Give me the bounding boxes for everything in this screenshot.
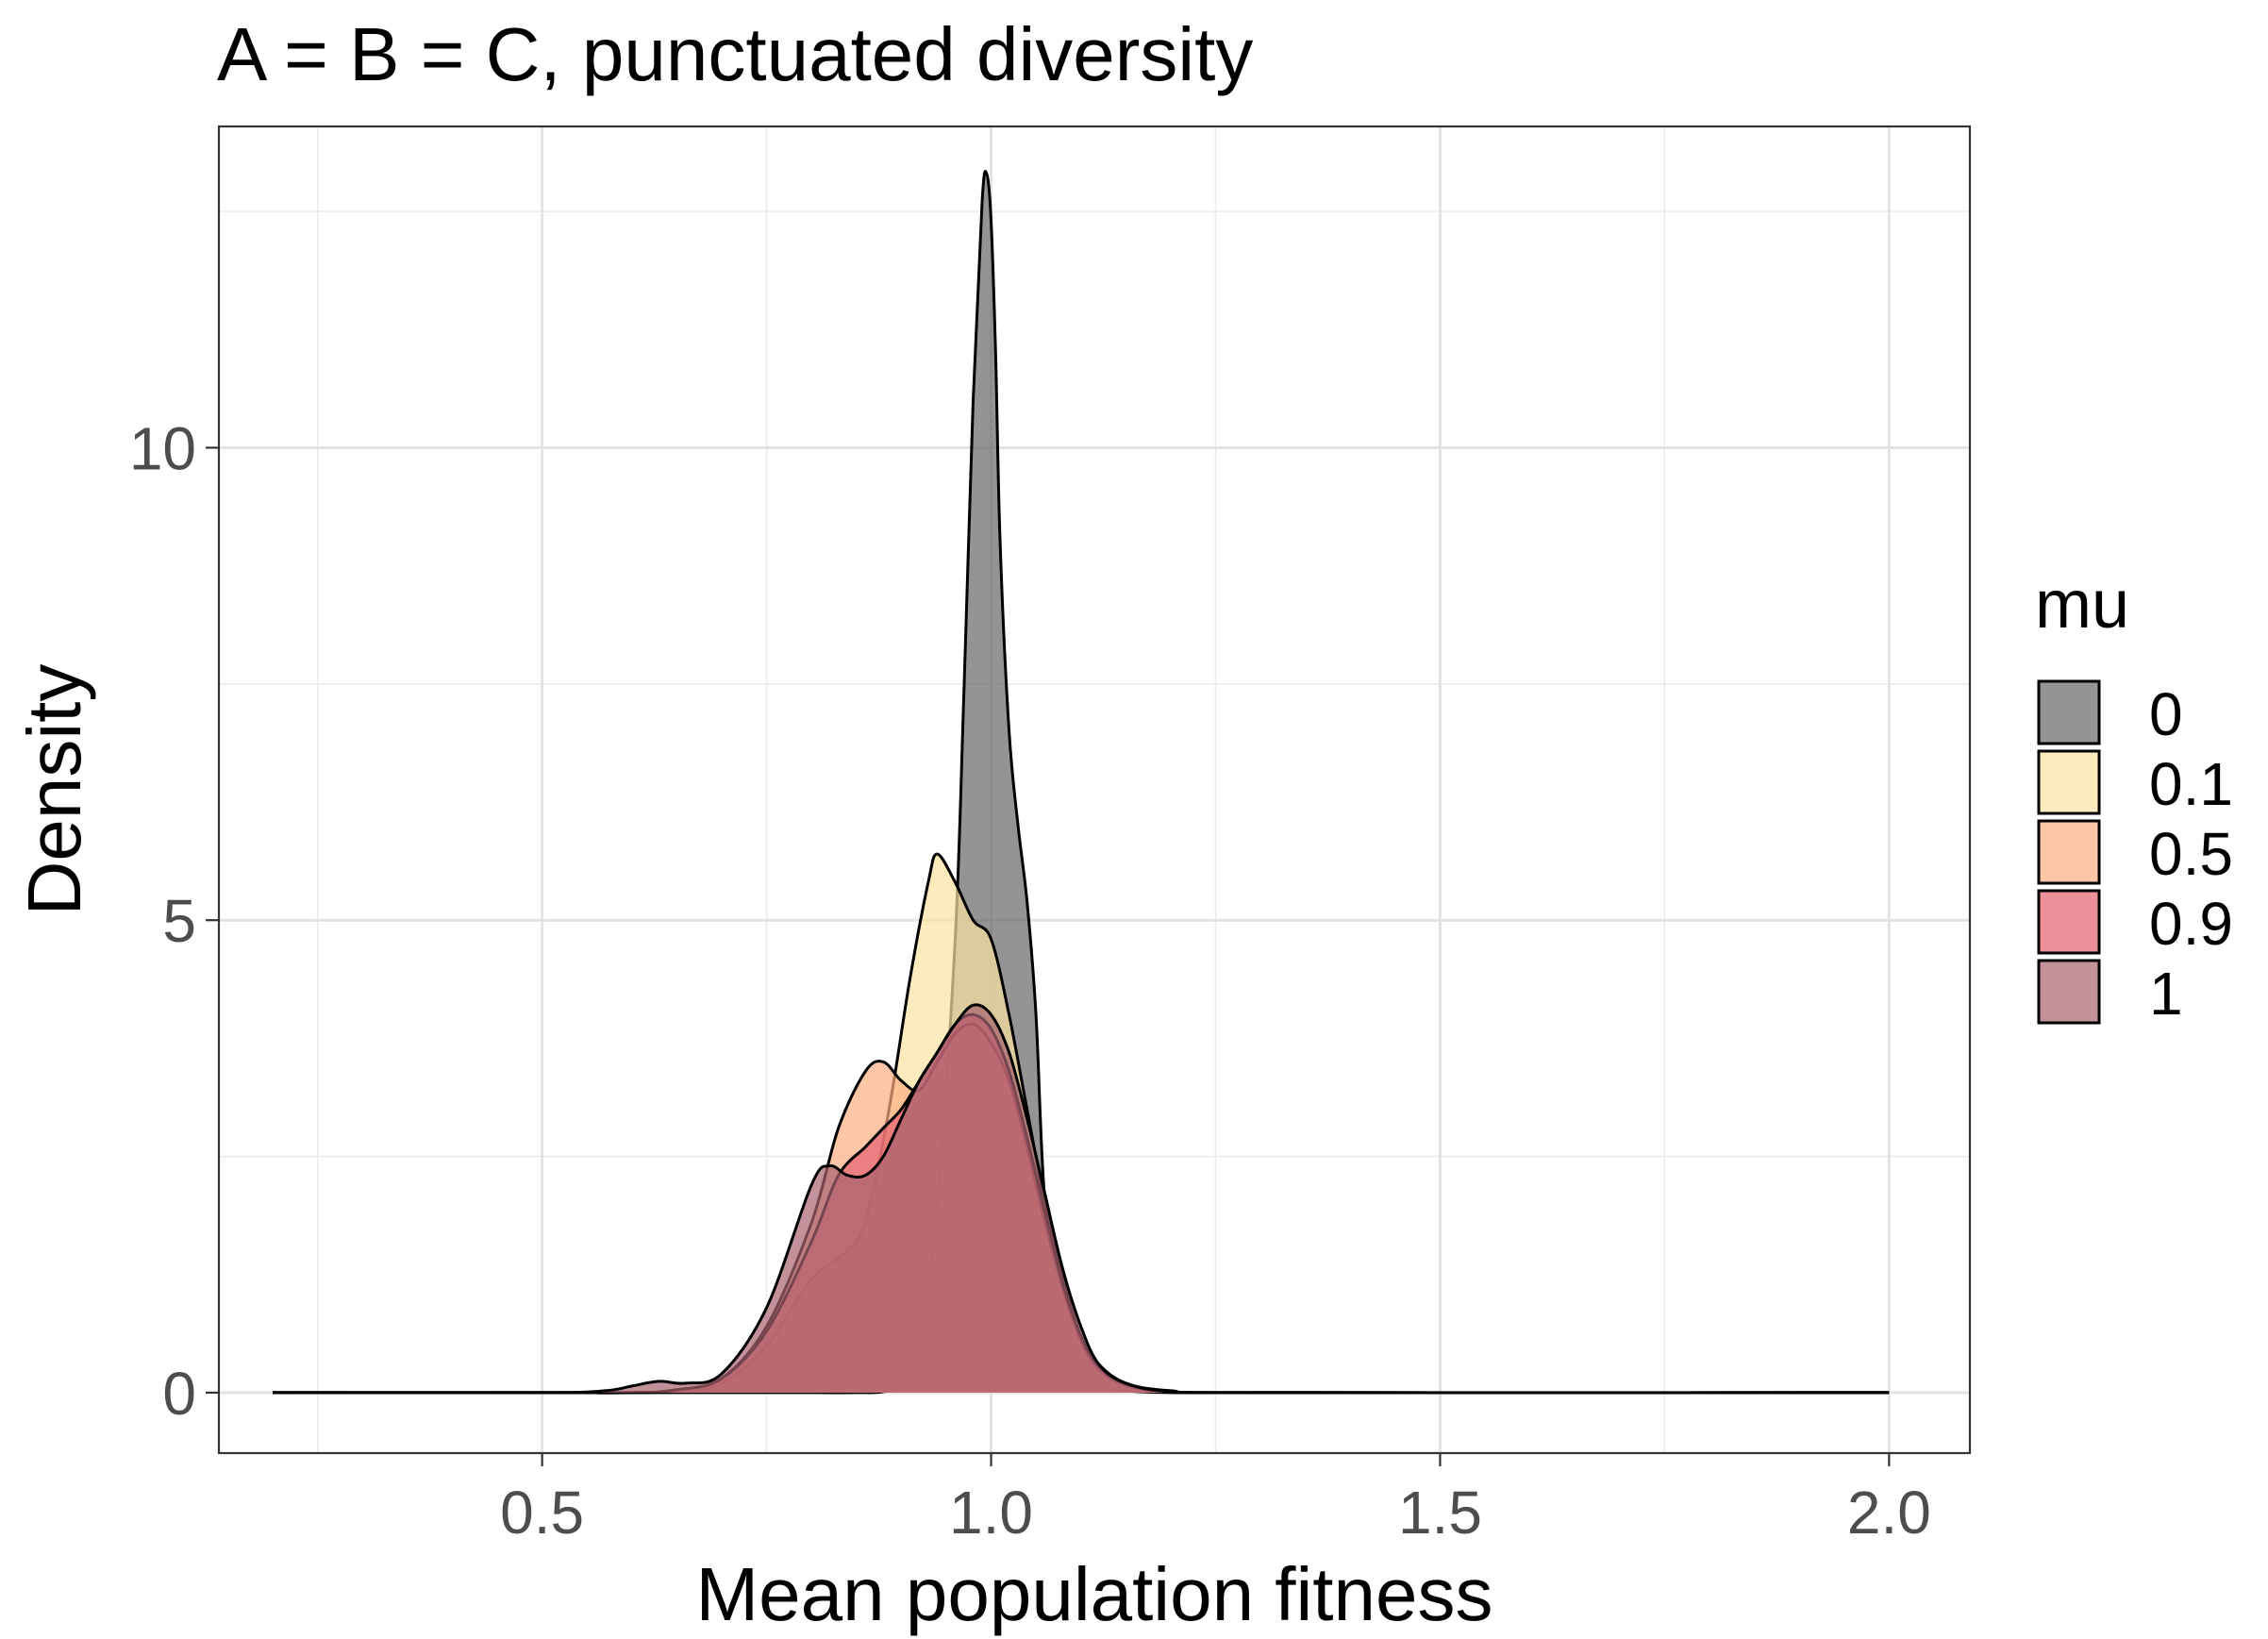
legend-label-0: 0 [2149,680,2183,748]
legend-label-0.9: 0.9 [2149,890,2233,958]
legend-swatch-0.5 [2037,819,2101,885]
density-outline-mu-1 [273,1003,1890,1395]
y-tick-label-1: 5 [162,887,196,955]
y-axis-label: Density [12,664,96,916]
legend-swatch-0.9 [2037,889,2101,955]
panel-border [217,125,1972,1455]
x-tick-label-2: 1.5 [1398,1479,1482,1547]
legend-label-0.5: 0.5 [2149,820,2233,888]
x-axis: 0.5 1.0 1.5 2.0 [500,1453,1931,1547]
legend-label-1: 1 [2149,960,2183,1028]
legend-title: mu [2035,567,2129,643]
legend-swatch-0.1 [2037,749,2101,815]
minor-gridlines [219,126,1970,1453]
chart-title: A = B = C, punctuated diversity [217,12,1253,96]
plot-panel [217,125,1972,1455]
x-tick-label-0: 0.5 [500,1479,584,1547]
x-tick-label-1: 1.0 [949,1479,1033,1547]
y-tick-label-2: 10 [129,414,196,482]
legend-items: 00.10.50.91 [2037,679,2233,1028]
legend-swatch-1 [2037,959,2101,1025]
legend-label-0.1: 0.1 [2149,750,2233,818]
y-tick-label-0: 0 [162,1360,196,1428]
x-tick-label-3: 2.0 [1847,1479,1931,1547]
legend: mu 00.10.50.91 [2035,567,2233,1028]
panel-background [219,126,1970,1453]
density-series-layer [273,170,1890,1395]
x-axis-label: Mean population fitness [696,1552,1493,1636]
legend-swatch-0 [2037,679,2101,745]
y-axis: 0 5 10 [129,414,219,1428]
